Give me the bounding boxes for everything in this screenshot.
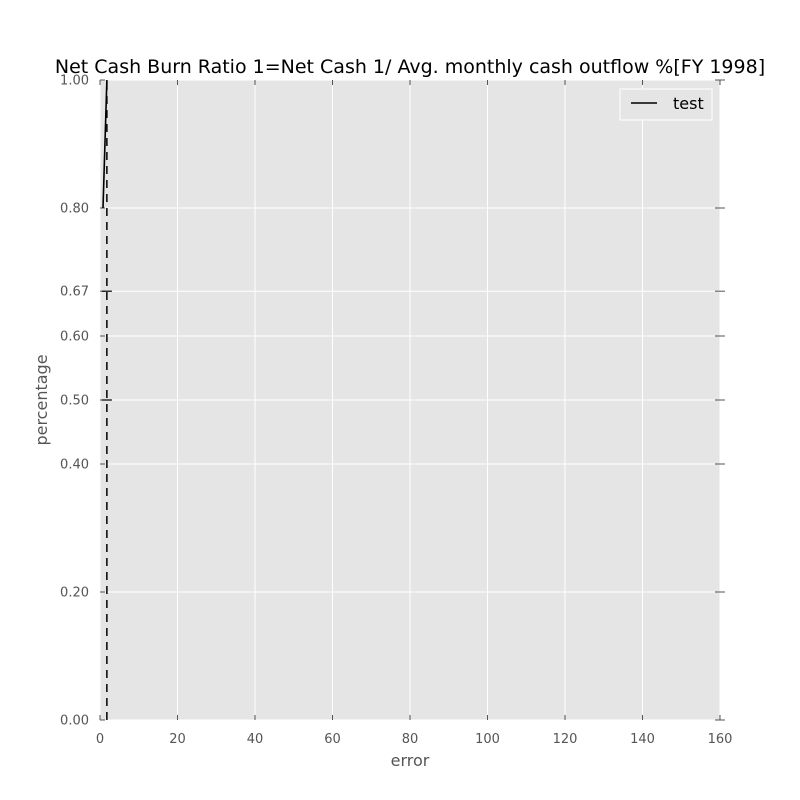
x-tick-label: 100 bbox=[475, 732, 500, 747]
x-tick-label: 80 bbox=[402, 732, 419, 747]
x-tick-label: 140 bbox=[630, 732, 655, 747]
chart-title: Net Cash Burn Ratio 1=Net Cash 1/ Avg. m… bbox=[55, 56, 765, 78]
x-tick-label: 120 bbox=[553, 732, 578, 747]
y-tick-label: 0.60 bbox=[60, 330, 89, 345]
y-tick-label: 0.80 bbox=[60, 202, 89, 217]
legend-box bbox=[619, 88, 713, 121]
x-tick-label: 20 bbox=[169, 732, 186, 747]
y-tick-label: 0.50 bbox=[60, 394, 89, 409]
x-axis-label: error bbox=[391, 751, 430, 770]
y-tick-label: 1.00 bbox=[60, 74, 89, 89]
legend: test bbox=[619, 88, 713, 121]
y-tick-label: 0.40 bbox=[60, 458, 89, 473]
x-tick-label: 160 bbox=[708, 732, 733, 747]
axis-ticks: 0 20 40 60 80 100 120 140 160 0.00 0.20 0.40 0.50 0.6… bbox=[60, 74, 732, 748]
series-layer bbox=[101, 79, 112, 720]
x-tick-label: 40 bbox=[247, 732, 264, 747]
y-tick-label: 0.67 bbox=[60, 285, 89, 300]
x-tick-label: 0 bbox=[96, 732, 104, 747]
x-tick-label: 60 bbox=[324, 732, 341, 747]
legend-entry-test: test bbox=[673, 94, 704, 113]
y-axis-label: percentage bbox=[32, 354, 51, 445]
y-tick-label: 0.00 bbox=[60, 714, 89, 729]
y-tick-label: 0.20 bbox=[60, 586, 89, 601]
series-line-test bbox=[102, 79, 108, 209]
